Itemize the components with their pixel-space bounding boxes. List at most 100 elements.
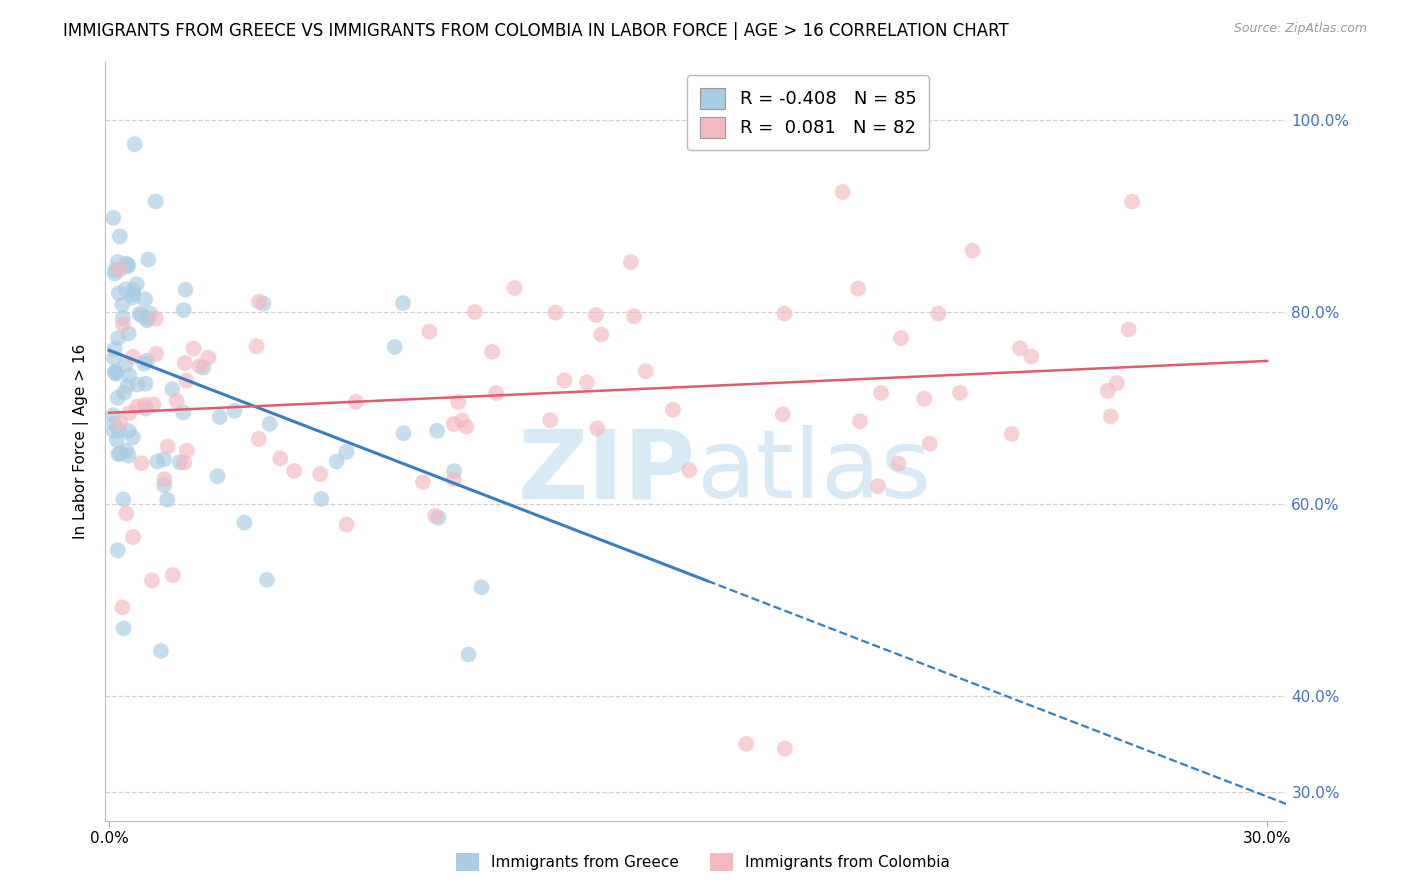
Point [772,407,794,421]
Point [153,478,176,492]
Point [620,255,643,269]
Point [503,281,526,295]
Point [117,260,139,274]
Point [457,648,479,662]
Point [104,366,127,380]
Point [114,358,136,372]
Point [173,303,195,318]
Point [118,326,141,341]
Point [153,472,176,486]
Point [425,508,447,523]
Point [183,342,205,356]
Point [193,360,215,375]
Point [128,307,150,321]
Point [136,311,159,326]
Point [1097,384,1119,398]
Point [108,262,131,277]
Point [245,339,267,353]
Point [131,309,153,323]
Point [117,258,139,272]
Point [104,342,127,356]
Point [1019,350,1042,364]
Point [112,385,135,400]
Point [117,449,139,463]
Point [887,457,910,471]
Point [135,353,157,368]
Point [122,530,145,544]
Point [311,491,333,506]
Point [918,436,941,450]
Point [103,424,125,438]
Text: Source: ZipAtlas.com: Source: ZipAtlas.com [1233,22,1367,36]
Point [735,737,758,751]
Point [108,446,131,460]
Point [141,574,163,588]
Point [111,318,134,332]
Point [485,386,508,401]
Point [586,421,609,435]
Point [890,331,912,345]
Point [1099,409,1122,424]
Point [256,573,278,587]
Point [118,424,141,438]
Point [103,417,125,431]
Point [208,410,231,425]
Point [112,621,135,635]
Point [118,406,141,420]
Point [309,467,332,481]
Point [962,244,984,258]
Point [122,350,145,364]
Point [108,416,131,430]
Text: atlas: atlas [696,425,931,518]
Point [623,310,645,324]
Point [247,294,270,309]
Point [107,331,129,345]
Point [104,365,127,379]
Point [108,424,131,438]
Point [107,255,129,269]
Point [773,307,796,321]
Point [135,376,157,391]
Point [1000,426,1022,441]
Point [773,741,796,756]
Point [426,424,449,438]
Point [575,376,598,390]
Point [846,281,869,295]
Point [172,405,194,419]
Point [125,277,148,292]
Point [233,516,256,530]
Point [127,377,149,392]
Point [336,517,359,532]
Point [247,432,270,446]
Point [252,296,274,310]
Point [269,451,291,466]
Point [105,367,128,381]
Point [224,403,246,417]
Point [176,374,198,388]
Point [131,456,153,470]
Point [145,347,167,361]
Text: IMMIGRANTS FROM GREECE VS IMMIGRANTS FROM COLOMBIA IN LABOR FORCE | AGE > 16 COR: IMMIGRANTS FROM GREECE VS IMMIGRANTS FRO… [63,22,1010,40]
Point [544,306,567,320]
Point [174,283,197,297]
Point [443,464,465,478]
Point [156,439,179,453]
Point [107,286,129,301]
Point [103,211,125,225]
Point [283,464,305,478]
Point [384,340,406,354]
Y-axis label: In Labor Force | Age > 16: In Labor Force | Age > 16 [73,344,90,539]
Point [121,290,143,304]
Point [115,257,138,271]
Point [1121,194,1143,209]
Point [1008,342,1031,356]
Point [139,306,162,320]
Point [464,305,486,319]
Point [927,307,949,321]
Point [392,426,415,441]
Point [122,430,145,444]
Point [145,311,167,326]
Point [166,393,188,408]
Point [115,443,138,458]
Point [134,398,156,412]
